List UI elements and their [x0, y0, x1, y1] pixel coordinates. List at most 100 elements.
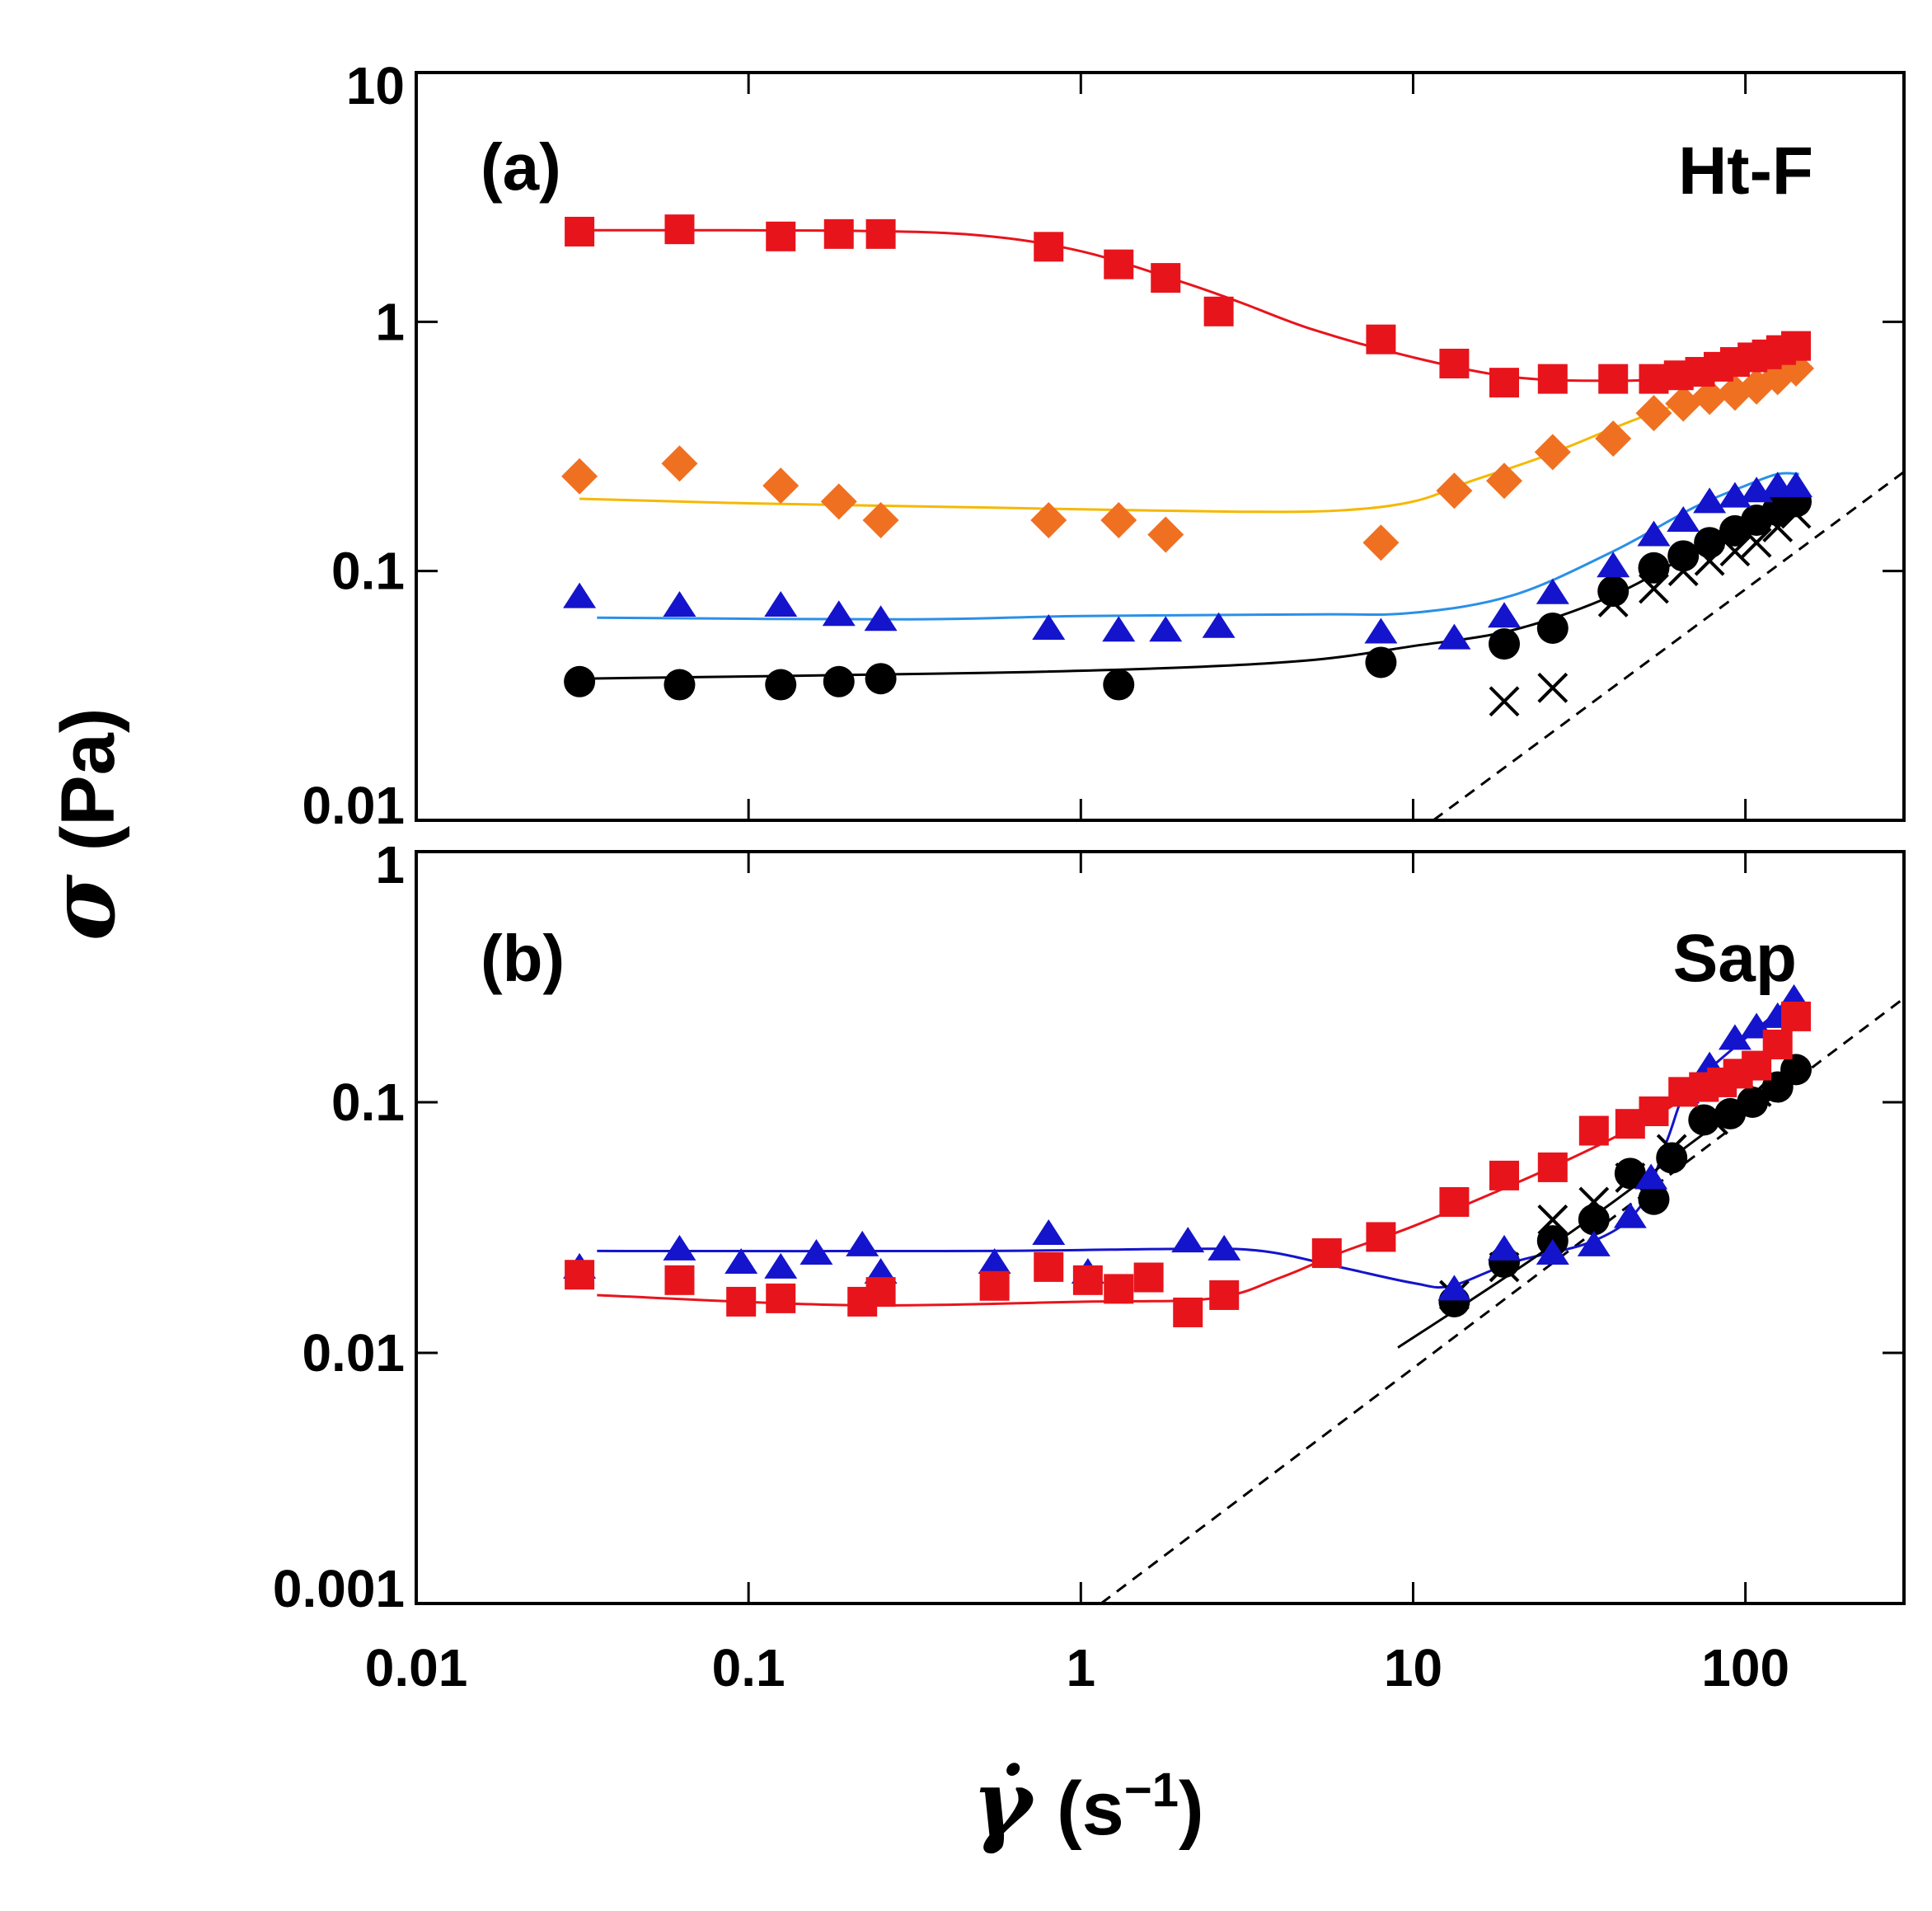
data-point-squares-16 [1489, 1160, 1520, 1190]
data-point-triangles-14 [1536, 1239, 1569, 1265]
data-point-circles-2 [765, 669, 797, 701]
y-tick-label-0-1: 0.1 [331, 542, 405, 601]
data-point-squares-12 [1209, 1279, 1240, 1310]
data-point-triangles-6 [1102, 616, 1136, 642]
data-point-diamonds-8 [1362, 524, 1400, 561]
y-tick-label-1: 1 [375, 292, 405, 351]
data-point-squares-8 [1203, 296, 1234, 326]
data-point-squares-3 [766, 1283, 796, 1313]
data-point-triangles-12 [1437, 1275, 1471, 1301]
data-point-diamonds-15 [1691, 378, 1728, 416]
data-point-circles-7 [1688, 1104, 1720, 1136]
data-point-squares-6 [979, 1270, 1010, 1301]
data-point-triangles-13 [1597, 552, 1630, 578]
data-point-squares-12 [1537, 364, 1568, 394]
data-point-circles-10 [1638, 552, 1670, 584]
x-axis-title-unit: (s [1057, 1767, 1124, 1851]
data-point-circles-9 [1597, 575, 1630, 608]
y-axis-title-symbol: σ [29, 873, 135, 941]
data-point-triangles-20 [1718, 1024, 1751, 1050]
data-point-squares-8 [1072, 1265, 1103, 1295]
data-point-diamonds-13 [1635, 395, 1672, 432]
data-point-triangles-17 [1634, 1163, 1668, 1190]
data-point-triangles-8 [1202, 612, 1236, 638]
data-point-squares-1 [664, 1265, 695, 1295]
panel-a-axes: 0.01 0.1 1 10 [302, 56, 1904, 835]
data-point-squares-4 [865, 218, 896, 249]
data-point-diamonds-6 [1100, 501, 1137, 538]
data-point-triangles-3 [822, 600, 856, 627]
data-point-squares-0 [565, 216, 595, 247]
data-point-squares-26 [1762, 1029, 1793, 1059]
data-point-squares-0 [565, 1260, 595, 1290]
panel-a-plot-frame [415, 71, 1906, 822]
data-point-diamonds-2 [762, 467, 800, 505]
y-tick-label-0-001: 0.001 [273, 1559, 405, 1618]
data-point-squares-14 [1639, 364, 1669, 394]
data-point-squares-7 [1151, 263, 1181, 293]
data-point-squares-10 [1439, 348, 1470, 378]
y-axis-title-unit: (Pa) [46, 708, 130, 852]
data-point-triangles-9 [1364, 617, 1398, 644]
data-point-diamonds-14 [1665, 385, 1702, 422]
y-tick-label-0-1: 0.1 [331, 1073, 405, 1132]
data-point-triangles-7 [1149, 616, 1183, 642]
data-point-squares-17 [1537, 1152, 1568, 1182]
data-point-diamonds-9 [1436, 472, 1473, 509]
data-point-squares-9 [1366, 324, 1396, 354]
data-point-squares-7 [1034, 1251, 1064, 1282]
panel-a-ht-f: 0.01 0.1 1 10 (a) Ht-F [302, 56, 1906, 835]
data-point-squares-13 [1598, 364, 1629, 394]
data-point-triangles-1 [663, 1234, 696, 1261]
x-axis-title-exponent: −1 [1124, 1763, 1179, 1817]
data-point-triangles-12 [1536, 578, 1569, 604]
panel-b-sample-label: Sap [1673, 921, 1797, 996]
y-tick-label-0-01: 0.01 [302, 1323, 405, 1383]
data-point-triangles-8 [1032, 1218, 1066, 1245]
data-point-triangles-11 [1488, 602, 1522, 628]
data-point-circles-6 [1656, 1142, 1688, 1174]
data-point-squares-5 [1034, 232, 1064, 262]
panel-a-label: (a) [481, 130, 561, 204]
x-axis-title: γ̇ (s−1) [972, 1749, 1203, 1856]
data-point-squares-11 [1489, 368, 1520, 398]
data-point-triangles-4 [800, 1239, 833, 1265]
data-point-triangles-16 [1693, 487, 1727, 514]
data-point-circles-0 [564, 665, 596, 697]
data-point-squares-2 [726, 1286, 757, 1317]
data-point-circles-12 [1694, 527, 1726, 559]
x-tick-label-100: 100 [1701, 1638, 1789, 1697]
panel-b-axes: 0.001 0.01 0.1 1 [273, 835, 1904, 1618]
data-point-diamonds-7 [1147, 516, 1184, 553]
data-point-triangles-15 [1667, 505, 1700, 532]
panel-a-data-markers [561, 214, 1815, 717]
data-point-diamonds-5 [1030, 501, 1067, 538]
data-point-triangles-16 [1613, 1202, 1647, 1228]
data-point-diamonds-12 [1595, 420, 1632, 457]
data-point-squares-13 [1311, 1238, 1342, 1269]
data-point-circles-1 [664, 669, 696, 701]
data-point-circles-6 [1365, 646, 1397, 678]
data-point-circles-5 [1103, 669, 1135, 701]
panel-b-plot-frame [415, 850, 1906, 1605]
data-point-squares-20 [1639, 1096, 1669, 1127]
data-point-squares-15 [1439, 1186, 1470, 1217]
data-point-squares-5 [865, 1277, 896, 1308]
data-point-squares-27 [1781, 1001, 1812, 1031]
data-point-diamonds-3 [820, 483, 857, 520]
data-point-triangles-5 [1032, 613, 1066, 640]
data-point-circles-5 [1638, 1183, 1670, 1215]
data-point-circles-3 [823, 665, 855, 697]
data-point-diamonds-0 [561, 458, 598, 495]
data-point-crosses-1 [1537, 672, 1569, 703]
x-axis-tick-labels: 0.01 0.1 1 10 100 [365, 1638, 1789, 1697]
data-point-triangles-10 [1171, 1227, 1205, 1253]
panel-a-fit-curves [579, 228, 1800, 680]
data-point-circles-4 [1614, 1157, 1646, 1190]
data-point-triangles-20 [1780, 472, 1813, 498]
y-tick-label-10: 10 [346, 56, 405, 115]
data-point-circles-11 [1780, 1054, 1812, 1086]
x-tick-label-0-01: 0.01 [365, 1638, 468, 1697]
data-point-squares-3 [823, 218, 854, 249]
data-point-squares-9 [1104, 1274, 1134, 1304]
